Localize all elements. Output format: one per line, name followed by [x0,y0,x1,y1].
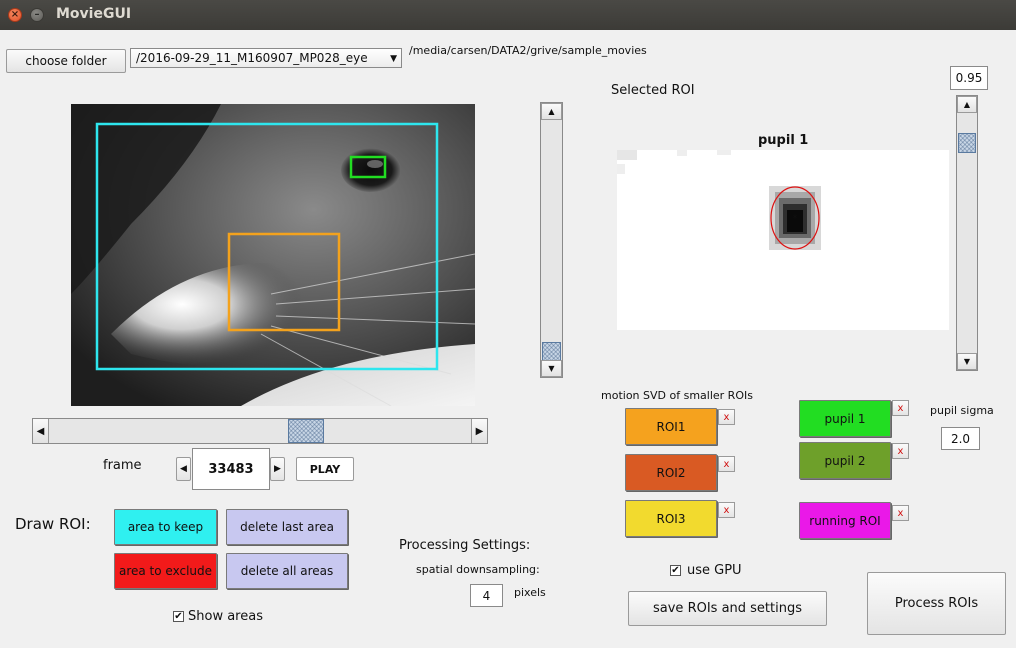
window-minimize-button[interactable]: – [30,8,44,22]
choose-folder-button[interactable]: choose folder [6,49,126,73]
frame-label: frame [103,458,142,473]
movie-vertical-scroll-thumb[interactable] [542,342,561,362]
movie-select-value: /2016-09-29_11_M160907_MP028_eye [136,51,368,65]
roi3-button[interactable]: ROI3 [625,500,717,537]
process-rois-button[interactable]: Process ROIs [867,572,1006,635]
pupil1-button[interactable]: pupil 1 [799,400,891,437]
selected-roi-view[interactable]: * [617,150,949,330]
window-titlebar: × – MovieGUI [0,0,1016,30]
slider-right-icon[interactable]: ▶ [471,419,487,443]
folder-path-label: /media/carsen/DATA2/grive/sample_movies [409,44,647,57]
frame-prev-icon[interactable]: ◀ [176,457,191,481]
delete-all-areas-button[interactable]: delete all areas [226,553,348,589]
scroll-down-icon[interactable]: ▼ [541,360,562,377]
pupil-sigma-label: pupil sigma [930,404,994,417]
save-rois-button[interactable]: save ROIs and settings [628,591,827,626]
dark-corner [71,104,221,294]
movie-frame-view[interactable] [71,104,475,406]
area-to-exclude-button[interactable]: area to exclude [114,553,217,589]
frame-slider-thumb[interactable] [288,419,325,443]
draw-roi-label: Draw ROI: [15,515,91,533]
pupil1-delete-button[interactable]: x [892,400,909,416]
use-gpu-checkbox[interactable]: ✔ [670,565,681,576]
use-gpu-label: use GPU [687,563,742,578]
frame-number-input[interactable]: 33483 [192,448,270,490]
roi-noise-speckles [617,150,731,174]
running-roi-button[interactable]: running ROI [799,502,891,539]
chevron-down-icon: ▼ [390,54,397,64]
motion-svd-label: motion SVD of smaller ROIs [601,389,753,402]
pupil1-outline[interactable] [349,155,387,179]
pupil2-button[interactable]: pupil 2 [799,442,891,479]
selected-roi-label: Selected ROI [611,83,695,98]
area-to-keep-button[interactable]: area to keep [114,509,217,545]
saturation-input[interactable]: 0.95 [950,66,988,90]
show-areas-checkbox[interactable]: ✔ [173,611,184,622]
show-areas-label: Show areas [188,609,263,624]
pupil-center-marker: * [793,214,798,224]
movie-vertical-scrollbar[interactable]: ▲ ▼ [540,102,563,378]
eye-glint [367,160,383,168]
saturation-slider-thumb[interactable] [958,133,976,153]
roi-keep-outline[interactable] [95,122,439,371]
frame-slider[interactable]: ◀ ▶ [32,418,488,444]
roi1-delete-button[interactable]: x [718,409,735,425]
roi1-button[interactable]: ROI1 [625,408,717,445]
play-button[interactable]: PLAY [296,457,354,481]
mouse-body [241,344,475,406]
roi1-outline[interactable] [227,232,341,332]
pupil-fit-ellipse [770,186,820,250]
movie-select[interactable]: /2016-09-29_11_M160907_MP028_eye ▼ [130,48,402,68]
saturation-slider[interactable]: ▲ ▼ [956,95,978,371]
pupil2-delete-button[interactable]: x [892,443,909,459]
frame-next-icon[interactable]: ▶ [270,457,285,481]
roi-plot-title: pupil 1 [758,133,809,148]
saturation-down-icon[interactable]: ▼ [957,353,977,370]
delete-last-area-button[interactable]: delete last area [226,509,348,545]
mouse-snout [111,262,314,367]
window-close-button[interactable]: × [8,8,22,22]
saturation-up-icon[interactable]: ▲ [957,96,977,113]
roi3-delete-button[interactable]: x [718,502,735,518]
pixels-units-label: pixels [514,586,546,599]
spatial-downsampling-input[interactable]: 4 [470,584,503,607]
slider-left-icon[interactable]: ◀ [33,419,49,443]
spatial-downsampling-label: spatial downsampling: [416,563,540,576]
processing-settings-title: Processing Settings: [399,538,531,553]
pupil-sigma-input[interactable]: 2.0 [941,427,980,450]
roi2-delete-button[interactable]: x [718,456,735,472]
roi2-button[interactable]: ROI2 [625,454,717,491]
window-title: MovieGUI [56,6,132,22]
running-roi-delete-button[interactable]: x [892,505,909,521]
scroll-up-icon[interactable]: ▲ [541,103,562,120]
